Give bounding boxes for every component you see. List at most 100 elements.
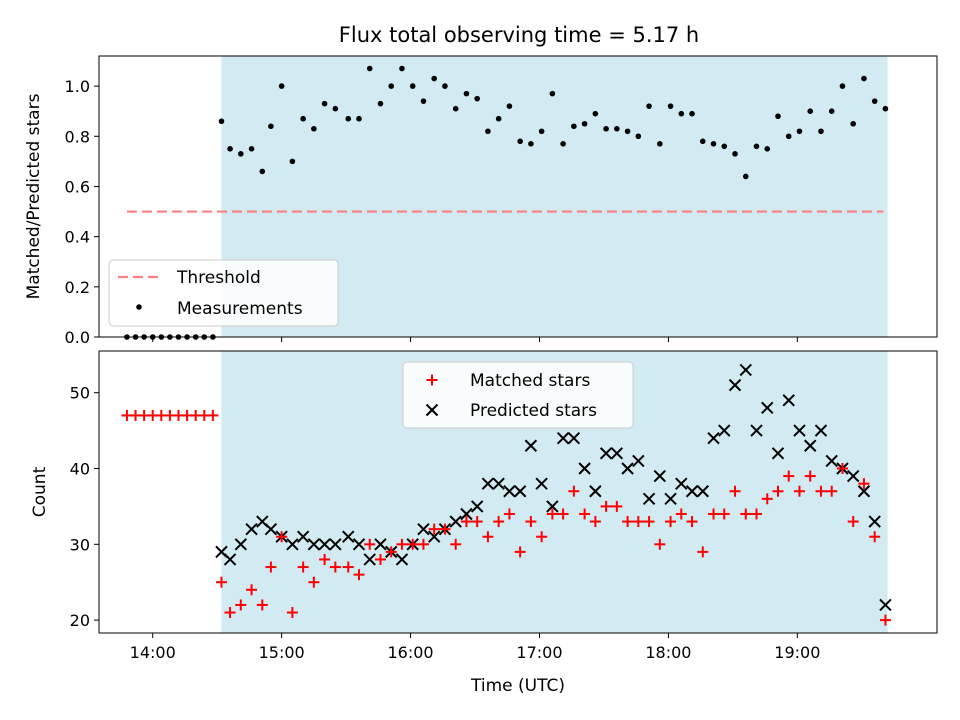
predicted-star-point bbox=[696, 485, 709, 498]
predicted-star-point bbox=[318, 538, 331, 551]
measurement-point bbox=[839, 83, 846, 89]
ratio-y-tick-label: 0.4 bbox=[65, 228, 90, 247]
matched-star-point bbox=[858, 478, 870, 490]
measurement-point bbox=[538, 128, 545, 135]
predicted-star-point bbox=[782, 394, 795, 407]
count-x-tick-label: 17:00 bbox=[516, 643, 562, 662]
measurement-point bbox=[657, 141, 663, 147]
measurement-point bbox=[218, 118, 225, 125]
matched-star-point bbox=[503, 508, 515, 520]
predicted-star-point bbox=[804, 439, 817, 452]
matched-star-point bbox=[396, 538, 408, 550]
matched-star-point bbox=[374, 553, 386, 565]
matched-star-point bbox=[235, 599, 247, 611]
ratio-y-axis-label: Matched/Predicted stars bbox=[24, 93, 44, 299]
measurement-point bbox=[321, 100, 328, 107]
predicted-star-point bbox=[264, 522, 278, 536]
matched-star-point bbox=[589, 516, 601, 528]
matched-star-point bbox=[286, 607, 298, 619]
predicted-star-point bbox=[718, 424, 731, 437]
predicted-star-point bbox=[535, 477, 548, 490]
legend-threshold-label: Threshold bbox=[176, 268, 261, 288]
measurement-point bbox=[603, 125, 609, 132]
matched-star-point bbox=[439, 523, 451, 535]
predicted-star-point bbox=[879, 598, 892, 612]
count-y-tick-label: 40 bbox=[70, 460, 90, 479]
measurement-point bbox=[345, 115, 352, 122]
legend-predicted-swatch bbox=[425, 403, 439, 417]
predicted-star-point bbox=[395, 553, 409, 566]
matched-star-point bbox=[319, 553, 331, 565]
predicted-star-point bbox=[771, 447, 785, 460]
matched-star-point bbox=[385, 546, 397, 558]
predicted-star-point bbox=[728, 378, 742, 392]
matched-star-point bbox=[514, 546, 526, 558]
measurement-point bbox=[420, 98, 427, 104]
measurement-point bbox=[366, 65, 373, 72]
measurement-point bbox=[289, 158, 296, 165]
measurement-point bbox=[248, 146, 255, 152]
legend-matched-swatch bbox=[426, 374, 438, 386]
count-y-tick-label: 20 bbox=[70, 611, 90, 630]
measurement-point bbox=[377, 100, 384, 107]
matched-star-point bbox=[622, 516, 634, 528]
measurement-point bbox=[356, 115, 362, 122]
predicted-star-point bbox=[556, 431, 570, 445]
predicted-star-point bbox=[653, 469, 667, 483]
measurement-point bbox=[268, 123, 274, 130]
matched-star-point bbox=[224, 607, 236, 619]
predicted-star-point bbox=[750, 424, 763, 437]
predicted-star-point bbox=[761, 401, 774, 415]
predicted-star-point bbox=[524, 439, 538, 452]
predicted-star-point bbox=[589, 485, 602, 498]
matched-star-point bbox=[493, 516, 505, 528]
predicted-star-point bbox=[664, 492, 677, 506]
predicted-star-point bbox=[352, 538, 366, 551]
matched-star-point bbox=[482, 531, 494, 543]
predicted-star-point bbox=[567, 431, 581, 445]
matched-star-point bbox=[718, 508, 730, 520]
predicted-star-point bbox=[610, 447, 624, 460]
count-legend: Matched stars Predicted stars bbox=[402, 361, 634, 429]
predicted-star-point bbox=[363, 553, 376, 566]
measurement-point bbox=[753, 143, 760, 150]
ratio-panel: 0.0 0.2 0.4 0.6 0.8 1.0 Matched/Predicted sta… bbox=[24, 55, 938, 347]
matched-star-point bbox=[879, 614, 891, 626]
measurement-point bbox=[549, 90, 556, 97]
predicted-star-point bbox=[449, 515, 462, 528]
measurement-point bbox=[517, 138, 523, 145]
legend-box bbox=[402, 361, 634, 429]
ratio-y-tick-label: 0.0 bbox=[65, 328, 90, 347]
legend-predicted-label: Predicted stars bbox=[470, 401, 597, 421]
predicted-star-point bbox=[632, 454, 645, 468]
matched-star-point bbox=[207, 409, 219, 421]
count-x-tick-label: 14:00 bbox=[130, 643, 176, 662]
matched-star-point bbox=[536, 531, 548, 543]
predicted-star-point bbox=[223, 553, 237, 566]
matched-star-point bbox=[215, 576, 227, 588]
matched-star-point bbox=[407, 538, 419, 550]
matched-star-point bbox=[632, 516, 644, 528]
predicted-star-point bbox=[707, 431, 720, 445]
measurement-point bbox=[871, 98, 878, 104]
count-panel: 20 30 40 50 14:00 15:00 16:00 17:00 18:00 19:00 C… bbox=[30, 350, 938, 696]
matched-star-point bbox=[568, 485, 580, 497]
x-axis-label: Time (UTC) bbox=[470, 676, 565, 696]
matched-star-point bbox=[276, 531, 288, 543]
measurement-point bbox=[635, 133, 642, 140]
matched-star-point bbox=[686, 516, 698, 528]
legend-matched-label: Matched stars bbox=[470, 371, 590, 391]
predicted-star-point bbox=[470, 500, 484, 513]
measurement-point bbox=[431, 75, 438, 82]
matched-star-point bbox=[793, 485, 805, 497]
matched-star-point bbox=[460, 516, 472, 528]
measurement-point bbox=[732, 151, 738, 157]
measurement-point bbox=[614, 125, 620, 132]
ratio-plot-frame bbox=[98, 55, 938, 338]
matched-star-point bbox=[869, 531, 881, 543]
measurement-point bbox=[571, 123, 577, 130]
measurement-point bbox=[463, 90, 470, 97]
ratio-y-tick-label: 0.6 bbox=[65, 177, 90, 196]
matched-star-point bbox=[751, 508, 763, 520]
predicted-star-point bbox=[427, 530, 441, 543]
